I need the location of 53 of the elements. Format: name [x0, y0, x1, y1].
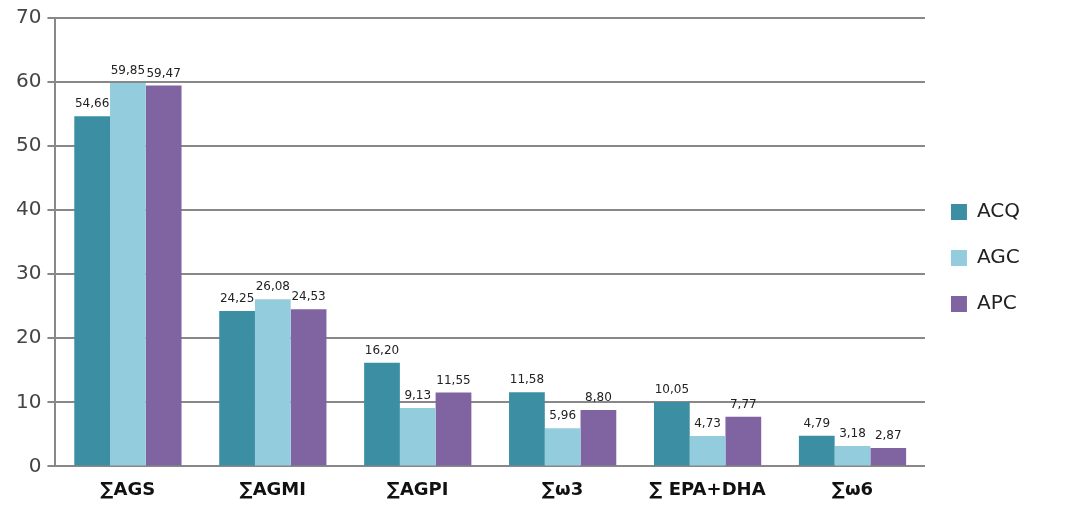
- data-label: 9,13: [404, 388, 432, 403]
- data-label: 4,79: [803, 415, 831, 430]
- bar: [689, 436, 726, 466]
- data-label: 59,85: [110, 63, 146, 78]
- x-tick-label: ∑AGPI: [386, 477, 449, 499]
- data-label: 26,08: [255, 279, 291, 294]
- y-tick-label: 10: [16, 388, 42, 413]
- x-tick-label: ∑ω3: [542, 477, 584, 499]
- bar: [364, 362, 400, 466]
- data-label: 54,66: [74, 96, 110, 111]
- bar: [219, 311, 255, 466]
- bar: [834, 446, 871, 466]
- bar: [290, 309, 327, 466]
- data-label: 11,58: [509, 372, 545, 387]
- data-label: 2,87: [874, 428, 902, 443]
- x-tick-label: ∑ω6: [831, 477, 874, 499]
- bar: [798, 435, 835, 466]
- data-label: 59,47: [146, 65, 181, 80]
- data-label: 10,05: [654, 382, 690, 397]
- y-tick-label: 60: [16, 68, 42, 93]
- data-label: 8,80: [585, 390, 612, 405]
- bar: [399, 407, 436, 466]
- data-label: 24,25: [219, 291, 255, 306]
- data-label: 5,96: [549, 408, 577, 423]
- legend-label: AGC: [976, 244, 1020, 269]
- bar: [725, 416, 762, 466]
- bar: [544, 428, 581, 466]
- y-tick-label: 40: [16, 196, 42, 221]
- y-tick-label: 0: [28, 452, 42, 477]
- data-label: 3,18: [839, 426, 866, 441]
- data-label: 16,20: [364, 342, 400, 357]
- bar: [580, 410, 617, 466]
- bar: [145, 85, 182, 466]
- data-label: 24,53: [291, 289, 326, 304]
- legend-label: APC: [976, 290, 1017, 315]
- legend-label: ACQ: [976, 198, 1021, 223]
- bar: [653, 402, 690, 466]
- y-tick-label: 70: [16, 4, 42, 29]
- x-tick-label: ∑ EPA+DHA: [649, 477, 766, 499]
- x-tick-label: ∑AGMI: [239, 477, 306, 499]
- bar: [435, 392, 472, 466]
- bar: [74, 116, 111, 466]
- bar: [254, 299, 291, 466]
- bar: [870, 448, 907, 466]
- bar: [110, 83, 146, 466]
- data-label: 7,77: [729, 396, 757, 411]
- y-tick-label: 50: [16, 132, 42, 157]
- y-tick-label: 30: [16, 260, 42, 285]
- y-tick-label: 20: [16, 324, 42, 349]
- data-label: 4,73: [694, 416, 721, 431]
- bar: [509, 392, 545, 466]
- x-tick-label: ∑AGS: [100, 477, 156, 499]
- data-label: 11,55: [436, 372, 471, 387]
